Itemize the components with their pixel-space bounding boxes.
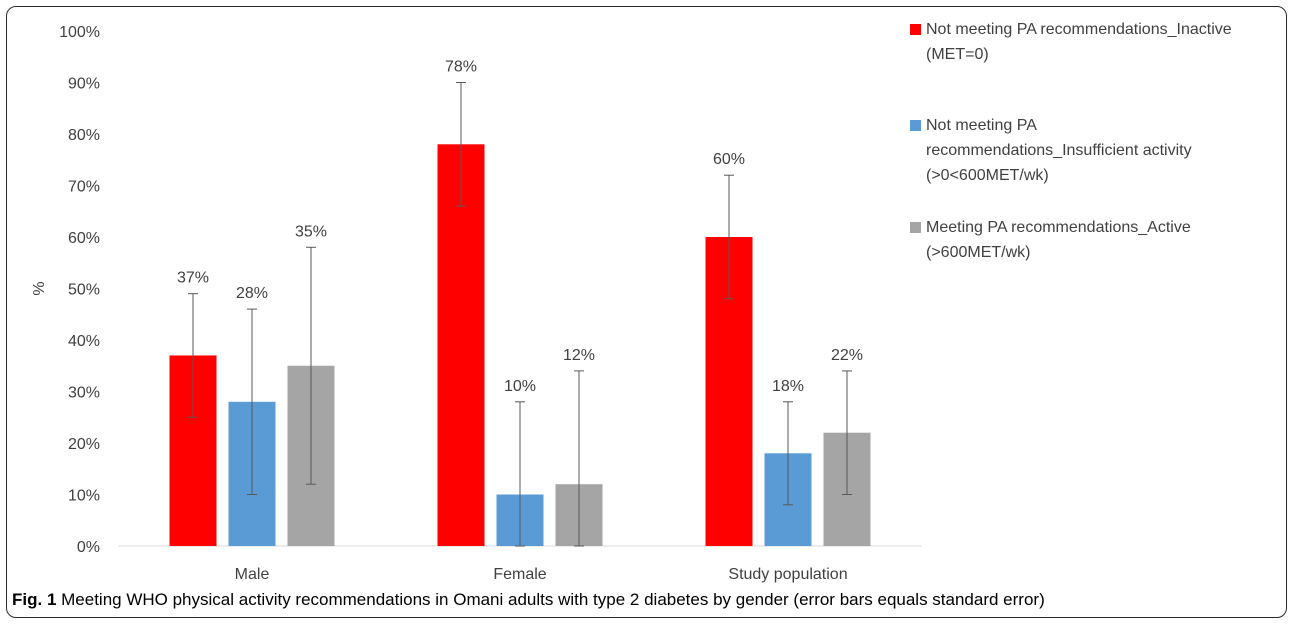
y-tick-label: 70% <box>68 179 100 196</box>
legend-entry-text: recommendations_Insufficient activity <box>926 142 1192 159</box>
y-tick-label: 60% <box>68 230 100 247</box>
data-labels: 37% 28% 35% 78% 10% 12% 60% 18% 22% <box>177 59 863 395</box>
error-bars <box>188 82 852 547</box>
y-tick-label: 0% <box>77 539 100 556</box>
y-tick-label: 30% <box>68 385 100 402</box>
x-category-label: Female <box>493 566 546 583</box>
data-label: 35% <box>295 223 327 240</box>
data-label: 18% <box>772 378 804 395</box>
data-label: 22% <box>831 347 863 364</box>
bar <box>437 144 485 547</box>
legend-swatch <box>910 120 921 131</box>
y-tick-label: 80% <box>68 127 100 144</box>
y-tick-label: 50% <box>68 282 100 299</box>
data-label: 12% <box>563 347 595 364</box>
bar-chart: 0% 10% 20% 30% 40% 50% 60% 70% 80% 90% 100% % 37% 2… <box>31 21 1232 583</box>
legend-entry-text: (MET=0) <box>926 46 989 63</box>
legend: Not meeting PA recommendations_Inactive (… <box>910 21 1232 261</box>
legend-entry-text: (>0<600MET/wk) <box>926 167 1049 184</box>
x-category-label: Study population <box>728 566 847 583</box>
data-label: 28% <box>236 285 268 302</box>
caption-text: Meeting WHO physical activity recommenda… <box>56 590 1045 609</box>
legend-entry-text: Not meeting PA <box>926 117 1037 134</box>
x-category-label: Male <box>235 566 270 583</box>
legend-entry-text: Meeting PA recommendations_Active <box>926 219 1191 236</box>
data-label: 37% <box>177 270 209 287</box>
y-tick-label: 100% <box>59 24 100 41</box>
figure-frame <box>6 6 1287 618</box>
data-label: 60% <box>713 151 745 168</box>
legend-swatch <box>910 24 921 35</box>
y-axis-label: % <box>31 281 48 295</box>
legend-swatch <box>910 222 921 233</box>
legend-entry-text: Not meeting PA recommendations_Inactive <box>926 21 1232 38</box>
figure-caption: Fig. 1 Meeting WHO physical activity rec… <box>12 590 1045 610</box>
y-tick-label: 40% <box>68 333 100 350</box>
y-tick-label: 90% <box>68 76 100 93</box>
data-label: 78% <box>445 59 477 76</box>
legend-entry-text: (>600MET/wk) <box>926 244 1030 261</box>
caption-label: Fig. 1 <box>12 590 57 609</box>
y-axis-ticks: 0% 10% 20% 30% 40% 50% 60% 70% 80% 90% 100% <box>59 24 100 556</box>
data-label: 10% <box>504 378 536 395</box>
y-tick-label: 20% <box>68 436 100 453</box>
y-tick-label: 10% <box>68 488 100 505</box>
x-axis-categories: Male Female Study population <box>235 566 848 583</box>
